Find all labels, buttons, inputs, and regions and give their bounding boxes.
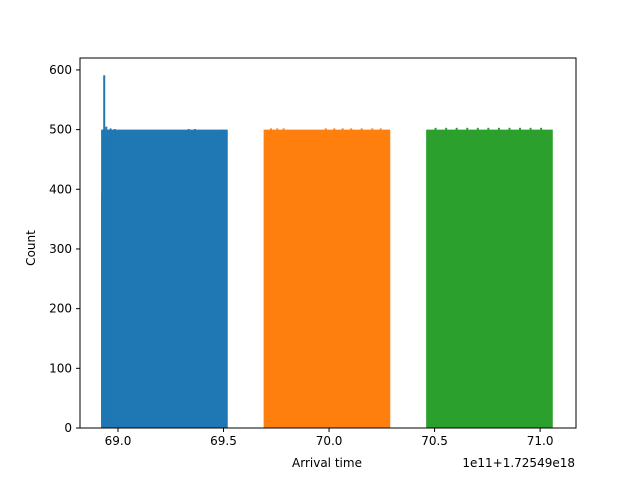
histogram-bar-2-10 bbox=[379, 128, 382, 428]
histogram-bar-2-6 bbox=[341, 128, 344, 428]
histogram-bar-2-2 bbox=[276, 128, 279, 428]
plot-frame bbox=[79, 57, 577, 429]
histogram-bar-3-5 bbox=[476, 127, 479, 429]
histogram-block-3 bbox=[426, 129, 553, 428]
y-tick-label: 100 bbox=[49, 361, 72, 375]
histogram-block-2 bbox=[263, 129, 391, 428]
histogram-bar-2-8 bbox=[360, 128, 363, 428]
x-tick-label: 70.5 bbox=[421, 434, 448, 448]
y-axis-label: Count bbox=[24, 230, 38, 266]
y-tick-label: 300 bbox=[49, 242, 72, 256]
histogram-bar-3-1 bbox=[434, 127, 437, 429]
histogram-bar-1-1 bbox=[101, 193, 104, 428]
x-axis-offset-label: 1e11+1.72549e18 bbox=[462, 456, 575, 470]
histogram-bar-1-4 bbox=[107, 131, 110, 428]
histogram-bar-3-2 bbox=[445, 127, 448, 429]
histogram-block-1 bbox=[101, 129, 228, 428]
y-tick-label: 0 bbox=[64, 421, 72, 435]
histogram-bar-1-7 bbox=[113, 129, 116, 429]
x-tick-label: 69.5 bbox=[210, 434, 237, 448]
x-tick-label: 69.0 bbox=[105, 434, 132, 448]
histogram-bar-3-8 bbox=[508, 127, 511, 429]
histogram-bar-3-9 bbox=[519, 127, 522, 429]
y-tick-label: 400 bbox=[49, 182, 72, 196]
histogram-bar-1-8 bbox=[187, 129, 190, 429]
histogram-bar-3-6 bbox=[487, 127, 490, 429]
histogram-bar-2-5 bbox=[333, 128, 336, 428]
histogram-bar-1-3 bbox=[105, 126, 108, 429]
histogram-bar-1-10 bbox=[221, 129, 224, 428]
histogram-bar-1-6 bbox=[111, 131, 114, 428]
x-axis-label: Arrival time bbox=[292, 456, 362, 470]
histogram-bar-3-3 bbox=[455, 127, 458, 429]
histogram-bar-3-7 bbox=[497, 127, 500, 429]
histogram-bar-3-11 bbox=[540, 127, 543, 429]
x-tick-label: 71.0 bbox=[527, 434, 554, 448]
bars-layer bbox=[101, 75, 553, 429]
x-tick-label: 70.0 bbox=[316, 434, 343, 448]
histogram-bar-2-3 bbox=[282, 128, 285, 428]
histogram-bar-2-4 bbox=[324, 128, 327, 428]
y-tick-label: 200 bbox=[49, 302, 72, 316]
y-axis-ticks: 0 100 200 300 400 500 600 bbox=[49, 63, 80, 435]
histogram-bar-3-4 bbox=[466, 127, 469, 429]
y-tick-label: 600 bbox=[49, 63, 72, 77]
histogram-bar-2-1 bbox=[269, 128, 272, 428]
histogram-bar-1-2 bbox=[103, 75, 106, 428]
histogram-bar-1-9 bbox=[193, 129, 196, 429]
histogram-bar-2-7 bbox=[350, 128, 353, 428]
histogram-bar-3-10 bbox=[529, 127, 532, 429]
x-axis-ticks: 69.0 69.5 70.0 70.5 71.0 bbox=[105, 428, 554, 448]
y-tick-label: 500 bbox=[49, 123, 72, 137]
histogram-bar-2-9 bbox=[371, 128, 374, 428]
histogram-bar-1-5 bbox=[109, 128, 112, 428]
